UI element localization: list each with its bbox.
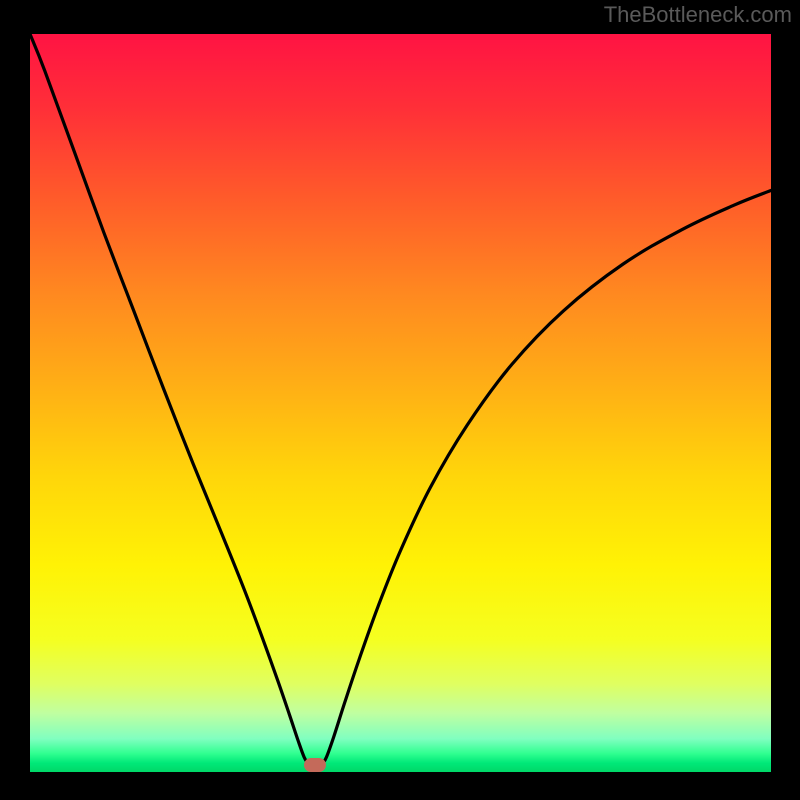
plot-area [30, 34, 771, 772]
bottleneck-curve [30, 34, 771, 772]
optimal-point-marker [304, 758, 326, 772]
chart-container: TheBottleneck.com [0, 0, 800, 800]
watermark-text: TheBottleneck.com [604, 2, 792, 28]
